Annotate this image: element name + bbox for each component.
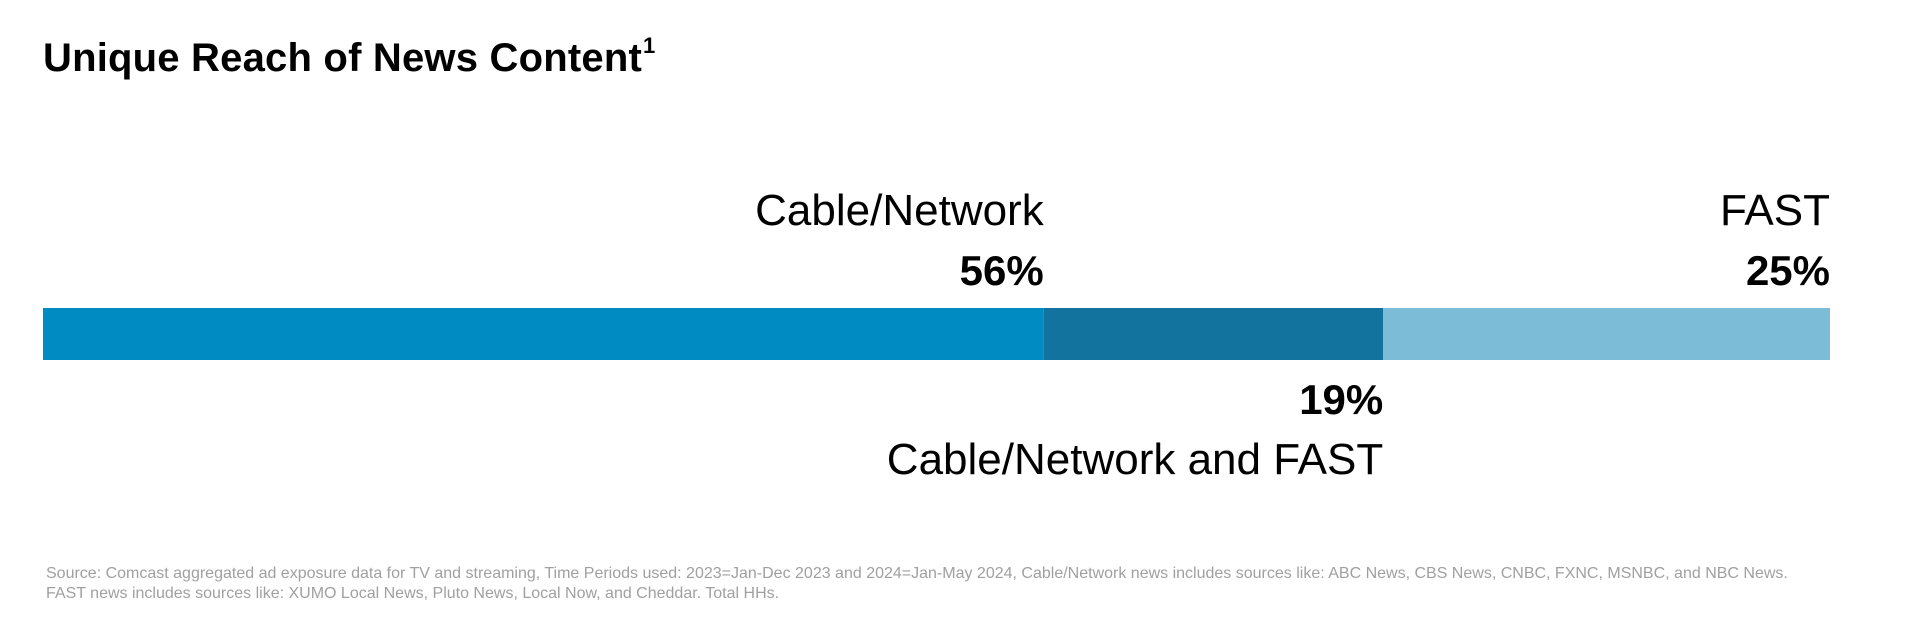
category-label-cable-network: Cable/Network	[755, 186, 1045, 235]
category-label-cable-network-and-fast: Cable/Network and FAST	[887, 435, 1383, 484]
value-label-fast: 25%	[1746, 247, 1830, 294]
bar-segment-fast	[1383, 308, 1830, 360]
value-label-cable-network: 56%	[960, 247, 1044, 294]
value-label-cable-network-and-fast: 19%	[1299, 376, 1383, 423]
chart-title: Unique Reach of News Content1	[43, 33, 655, 81]
bar-segment-cable-network	[43, 308, 1044, 360]
chart-title-text: Unique Reach of News Content	[43, 36, 642, 80]
stacked-bar-chart: Cable/Network 56% Cable/Network and FAST 19…	[43, 186, 1830, 484]
title-footnote-marker: 1	[642, 33, 656, 58]
bar-segment-cable-network-and-fast	[1043, 308, 1384, 360]
source-footnote: Source: Comcast aggregated ad exposure d…	[46, 565, 1788, 602]
category-label-fast: FAST	[1720, 186, 1830, 235]
